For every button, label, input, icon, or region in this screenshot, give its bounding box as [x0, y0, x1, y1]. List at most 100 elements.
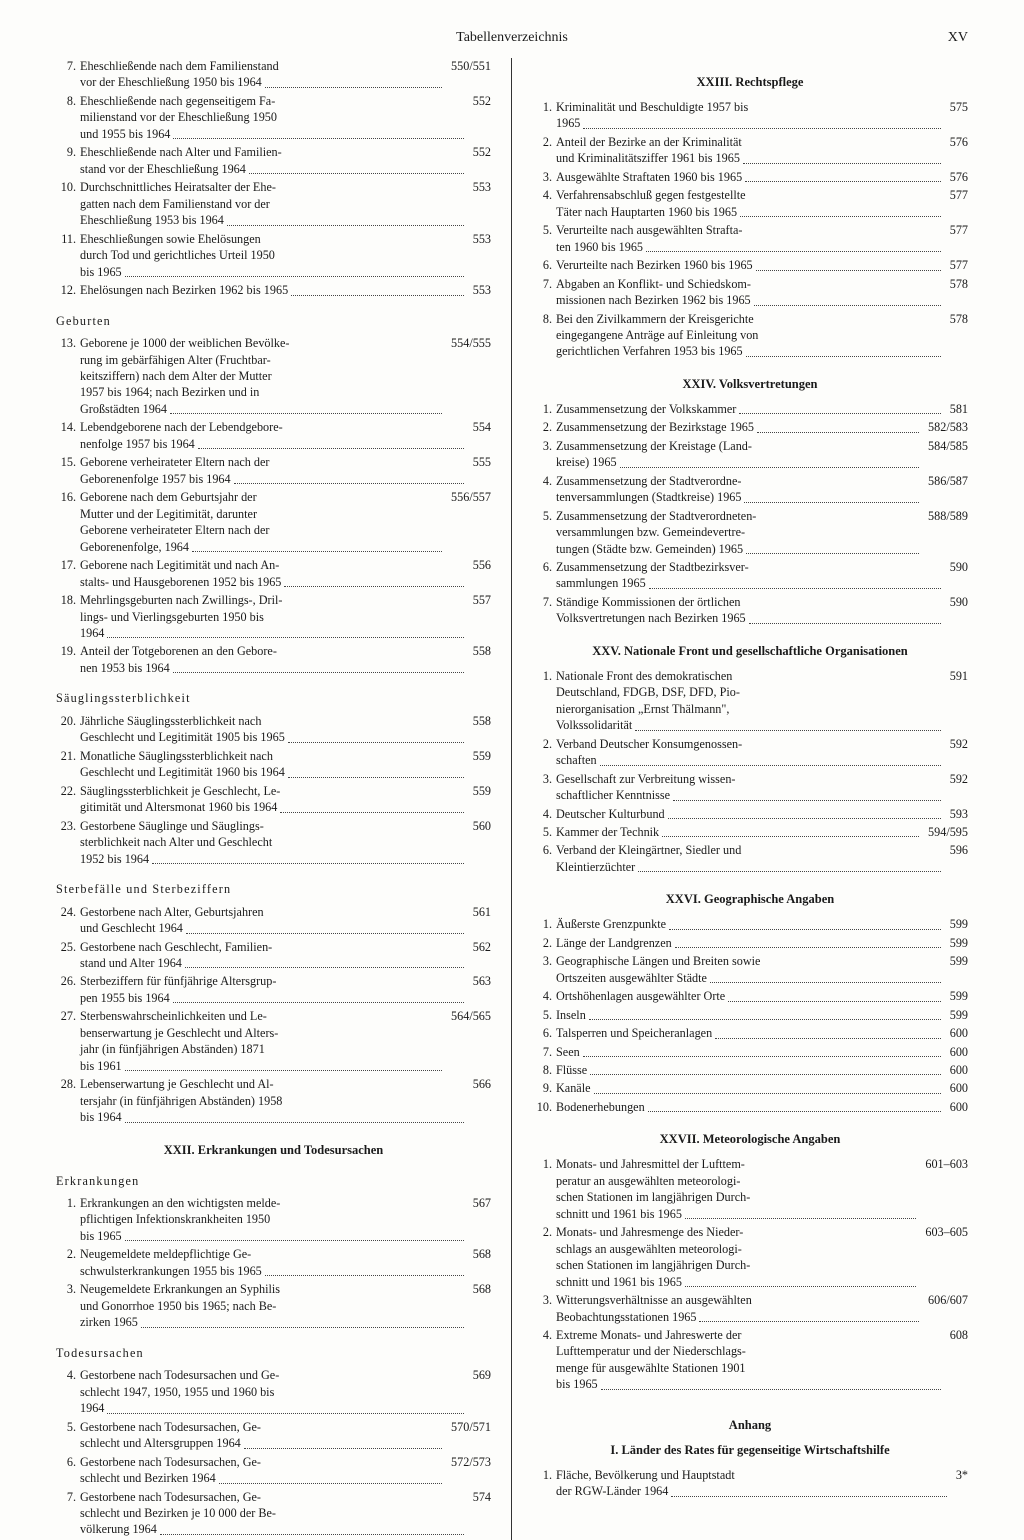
leader-dots [746, 553, 919, 554]
entry-page: 577 [944, 222, 968, 238]
entry-text: schen Stationen im langjährigen Durch- [556, 1257, 919, 1273]
entry-number: 26. [56, 973, 80, 989]
entry-text: und Gonorrhoe 1950 bis 1965; nach Be- [80, 1298, 467, 1314]
entry-text: Gestorbene nach Todesursachen, Ge- [80, 1419, 445, 1435]
entry-text: Volksvertretungen nach Bezirken 1965 [556, 610, 746, 626]
leader-dots [198, 448, 464, 449]
toc-entry: 3.Gesellschaft zur Verbreitung wissen-sc… [532, 771, 968, 804]
leader-dots [583, 128, 940, 129]
leader-dots [673, 800, 941, 801]
entry-number: 14. [56, 419, 80, 435]
toc-entry: 17.Geborene nach Legitimität und nach An… [56, 557, 491, 590]
toc-entry: 11.Eheschließungen sowie Ehelösungendurc… [56, 231, 491, 280]
entry-number: 4. [532, 988, 556, 1004]
leader-dots [125, 276, 464, 277]
toc-entry: 18.Mehrlingsgeburten nach Zwillings-, Dr… [56, 592, 491, 641]
section-title: XXVII. Meteorologische Angaben [532, 1131, 968, 1148]
entry-text: 1965 [556, 115, 580, 131]
entry-text: nenfolge 1957 bis 1964 [80, 436, 195, 452]
entry-page: 563 [467, 973, 491, 989]
entry-text: Witterungsverhältnisse an ausgewählten [556, 1292, 922, 1308]
entry-page: 599 [944, 988, 968, 1004]
leader-dots [244, 1448, 442, 1449]
entry-text: gerichtlichen Verfahren 1953 bis 1965 [556, 343, 743, 359]
entry-number: 1. [532, 401, 556, 417]
leader-dots [589, 1019, 941, 1020]
toc-entry: 1.Monats- und Jahresmittel der Lufttem-p… [532, 1156, 968, 1222]
entry-text: peratur an ausgewählten meteorologi- [556, 1173, 919, 1189]
entry-number: 7. [532, 594, 556, 610]
entry-text: Geborenenfolge, 1964 [80, 539, 189, 555]
leader-dots [739, 413, 940, 414]
entry-page: 599 [944, 953, 968, 969]
toc-entry: 2.Verband Deutscher Konsumgenossen-schaf… [532, 736, 968, 769]
leader-dots [107, 637, 463, 638]
page-number: XV [948, 30, 968, 46]
leader-dots [291, 295, 464, 296]
leader-dots [249, 173, 464, 174]
entry-text: Sterbeziffern für fünfjährige Altersgrup… [80, 973, 467, 989]
leader-dots [265, 87, 442, 88]
entry-number: 5. [532, 824, 556, 840]
leader-dots [185, 967, 464, 968]
section-title: XXIV. Volksvertretungen [532, 376, 968, 393]
entry-text: Eheschließende nach dem Familienstand [80, 58, 445, 74]
entry-number: 5. [532, 508, 556, 524]
toc-entry: 6.Talsperren und Speicheranlagen600 [532, 1025, 968, 1041]
entry-text: nierorganisation „Ernst Thälmann", [556, 701, 944, 717]
entry-text: 1964 [80, 625, 104, 641]
leader-dots [685, 1218, 916, 1219]
toc-entry: 19.Anteil der Totgeborenen an den Gebore… [56, 643, 491, 676]
entry-number: 18. [56, 592, 80, 608]
entry-text: Geborene je 1000 der weiblichen Bevölke- [80, 335, 445, 351]
entry-text: eingegangene Anträge auf Einleitung von [556, 327, 944, 343]
entry-number: 2. [532, 134, 556, 150]
entry-number: 2. [532, 419, 556, 435]
entry-number: 27. [56, 1008, 80, 1024]
leader-dots [743, 163, 941, 164]
entry-text: Bei den Zivilkammern der Kreisgerichte [556, 311, 944, 327]
leader-dots [638, 871, 941, 872]
leader-dots [757, 432, 919, 433]
entry-text: schlecht und Bezirken je 10 000 der Be- [80, 1505, 467, 1521]
leader-dots [668, 818, 941, 819]
entry-text: schnitt und 1961 bis 1965 [556, 1274, 682, 1290]
content-columns: 7.Eheschließende nach dem Familienstandv… [56, 58, 968, 1540]
entry-text: Gestorbene Säuglinge und Säuglings- [80, 818, 467, 834]
entry-text: Lebendgeborene nach der Lebendgebore- [80, 419, 467, 435]
entry-text: und Kriminalitätsziffer 1961 bis 1965 [556, 150, 740, 166]
entry-text: bis 1965 [80, 1228, 122, 1244]
entry-number: 1. [532, 1467, 556, 1483]
entry-number: 3. [532, 1292, 556, 1308]
entry-text: milienstand vor der Eheschließung 1950 [80, 109, 467, 125]
entry-text: 1952 bis 1964 [80, 851, 149, 867]
entry-number: 3. [532, 438, 556, 454]
entry-text: Bodenerhebungen [556, 1099, 645, 1115]
entry-page: 566 [467, 1076, 491, 1092]
entry-text: bis 1965 [556, 1376, 598, 1392]
entry-text: stand und Alter 1964 [80, 955, 182, 971]
leader-dots [662, 836, 919, 837]
entry-page: 554/555 [445, 335, 491, 351]
entry-text: Sterbenswahrscheinlichkeiten und Le- [80, 1008, 445, 1024]
entry-page: 582/583 [922, 419, 968, 435]
page-header: Tabellenverzeichnis XV [56, 30, 968, 46]
toc-entry: 13.Geborene je 1000 der weiblichen Bevöl… [56, 335, 491, 417]
entry-text: Gestorbene nach Geschlecht, Familien- [80, 939, 467, 955]
entry-text: Ständige Kommissionen der örtlichen [556, 594, 944, 610]
entry-page: 569 [467, 1367, 491, 1383]
toc-entry: 10.Durchschnittliches Heiratsalter der E… [56, 179, 491, 228]
toc-entry: 4.Verfahrensabschluß gegen festgestellte… [532, 187, 968, 220]
entry-text: Geborene verheirateter Eltern nach der [80, 454, 467, 470]
toc-entry: 6.Gestorbene nach Todesursachen, Ge-schl… [56, 1454, 491, 1487]
entry-text: Monats- und Jahresmenge des Nieder- [556, 1224, 919, 1240]
entry-text: Äußerste Grenzpunkte [556, 916, 666, 932]
entry-text: Kriminalität und Beschuldigte 1957 bis [556, 99, 944, 115]
entry-page: 576 [944, 134, 968, 150]
toc-entry: 8.Eheschließende nach gegenseitigem Fa-m… [56, 93, 491, 142]
entry-text: Mehrlingsgeburten nach Zwillings-, Dril- [80, 592, 467, 608]
entry-text: Deutscher Kulturbund [556, 806, 665, 822]
entry-text: Zusammensetzung der Stadtbezirksver- [556, 559, 944, 575]
toc-entry: 7.Ständige Kommissionen der örtlichenVol… [532, 594, 968, 627]
subsection-title: Säuglingssterblichkeit [56, 690, 491, 706]
